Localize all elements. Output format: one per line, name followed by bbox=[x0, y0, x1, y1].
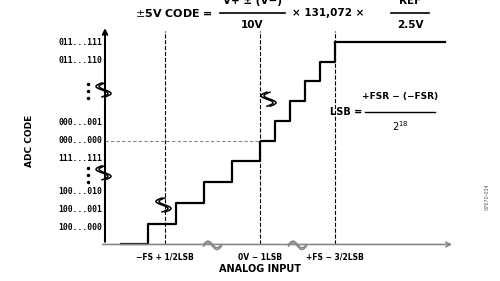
Text: × 131,072 ×: × 131,072 × bbox=[292, 8, 365, 18]
Text: 2.5V: 2.5V bbox=[397, 20, 423, 30]
Text: +FSR − (−FSR): +FSR − (−FSR) bbox=[362, 92, 438, 101]
Text: 011...110: 011...110 bbox=[58, 56, 102, 65]
Text: ADC CODE: ADC CODE bbox=[26, 114, 35, 167]
Text: $2^{18}$: $2^{18}$ bbox=[392, 119, 408, 133]
Text: $\pm$5V CODE =: $\pm$5V CODE = bbox=[135, 7, 213, 19]
Text: 0V − 1LSB: 0V − 1LSB bbox=[238, 253, 282, 262]
Text: 111...111: 111...111 bbox=[58, 154, 102, 163]
Text: 100...001: 100...001 bbox=[58, 205, 102, 214]
Text: 100...000: 100...000 bbox=[58, 223, 102, 232]
Text: 000...000: 000...000 bbox=[58, 136, 102, 145]
Text: +FS − 3/2LSB: +FS − 3/2LSB bbox=[306, 253, 364, 262]
Text: ANALOG INPUT: ANALOG INPUT bbox=[219, 264, 301, 274]
Text: 011...111: 011...111 bbox=[58, 38, 102, 47]
Text: V+ ± (V−): V+ ± (V−) bbox=[223, 0, 282, 6]
Text: LSB =: LSB = bbox=[330, 107, 362, 117]
Text: 07670-034: 07670-034 bbox=[485, 183, 490, 210]
Text: 10V: 10V bbox=[241, 20, 264, 30]
Text: REF: REF bbox=[399, 0, 421, 6]
Text: 000...001: 000...001 bbox=[58, 118, 102, 127]
Text: 100...010: 100...010 bbox=[58, 187, 102, 196]
Text: −FS + 1/2LSB: −FS + 1/2LSB bbox=[136, 253, 194, 262]
